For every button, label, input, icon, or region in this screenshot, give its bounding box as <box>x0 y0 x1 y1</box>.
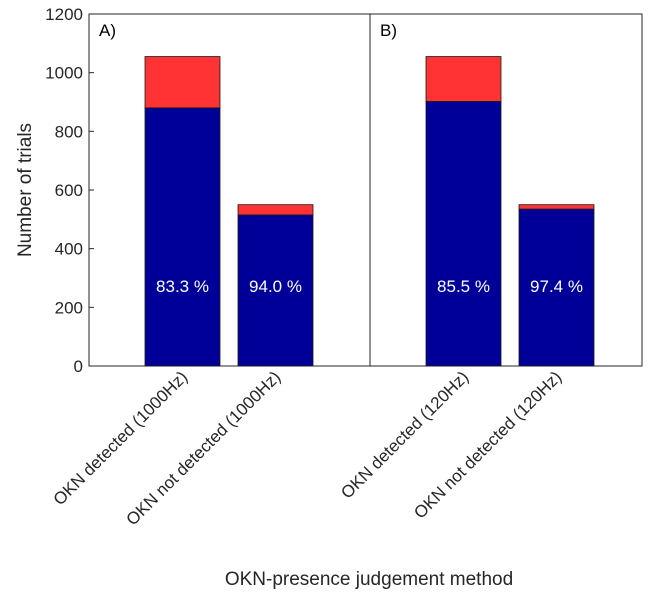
bar-segment-incorrect <box>518 204 595 210</box>
bar-percentage-label: 85.5 % <box>437 277 490 296</box>
panel-label: A) <box>99 21 116 40</box>
category-label: OKN not detected (120Hz) <box>410 367 565 522</box>
y-tick-label: 1200 <box>45 5 83 24</box>
bar-segment-incorrect <box>425 56 502 102</box>
x-axis-title: OKN-presence judgement method <box>225 569 513 590</box>
panel-label: B) <box>380 21 397 40</box>
y-tick-label: 0 <box>74 357 83 376</box>
y-tick-label: 1000 <box>45 64 83 83</box>
bar-segment-correct <box>518 208 595 367</box>
y-axis-title: Number of trials <box>15 123 36 257</box>
bar-segment-correct <box>237 214 314 367</box>
bar-percentage-label: 97.4 % <box>530 277 583 296</box>
plot-panels: A) B) <box>88 13 643 367</box>
bar-segment-incorrect <box>237 204 314 216</box>
y-axis-ticks: 0 200 400 600 800 1000 1200 <box>45 5 94 376</box>
bar-segment-correct <box>144 107 221 367</box>
bar-segment-incorrect <box>144 56 221 109</box>
y-tick-label: 600 <box>55 181 83 200</box>
bar-percentage-label: 83.3 % <box>156 277 209 296</box>
y-tick-label: 200 <box>55 298 83 317</box>
x-axis-category-labels: OKN detected (1000Hz)OKN not detected (1… <box>50 367 566 529</box>
y-tick-label: 800 <box>55 122 83 141</box>
category-label: OKN not detected (1000Hz) <box>123 367 285 529</box>
panel-frame <box>88 13 371 367</box>
y-tick-label: 400 <box>55 240 83 259</box>
bar-segment-correct <box>425 101 502 367</box>
bars: 83.3 % 94.0 % 85.5 % 97.4 % <box>144 56 595 367</box>
bar-percentage-label: 94.0 % <box>249 277 302 296</box>
panel-frame <box>369 13 643 367</box>
